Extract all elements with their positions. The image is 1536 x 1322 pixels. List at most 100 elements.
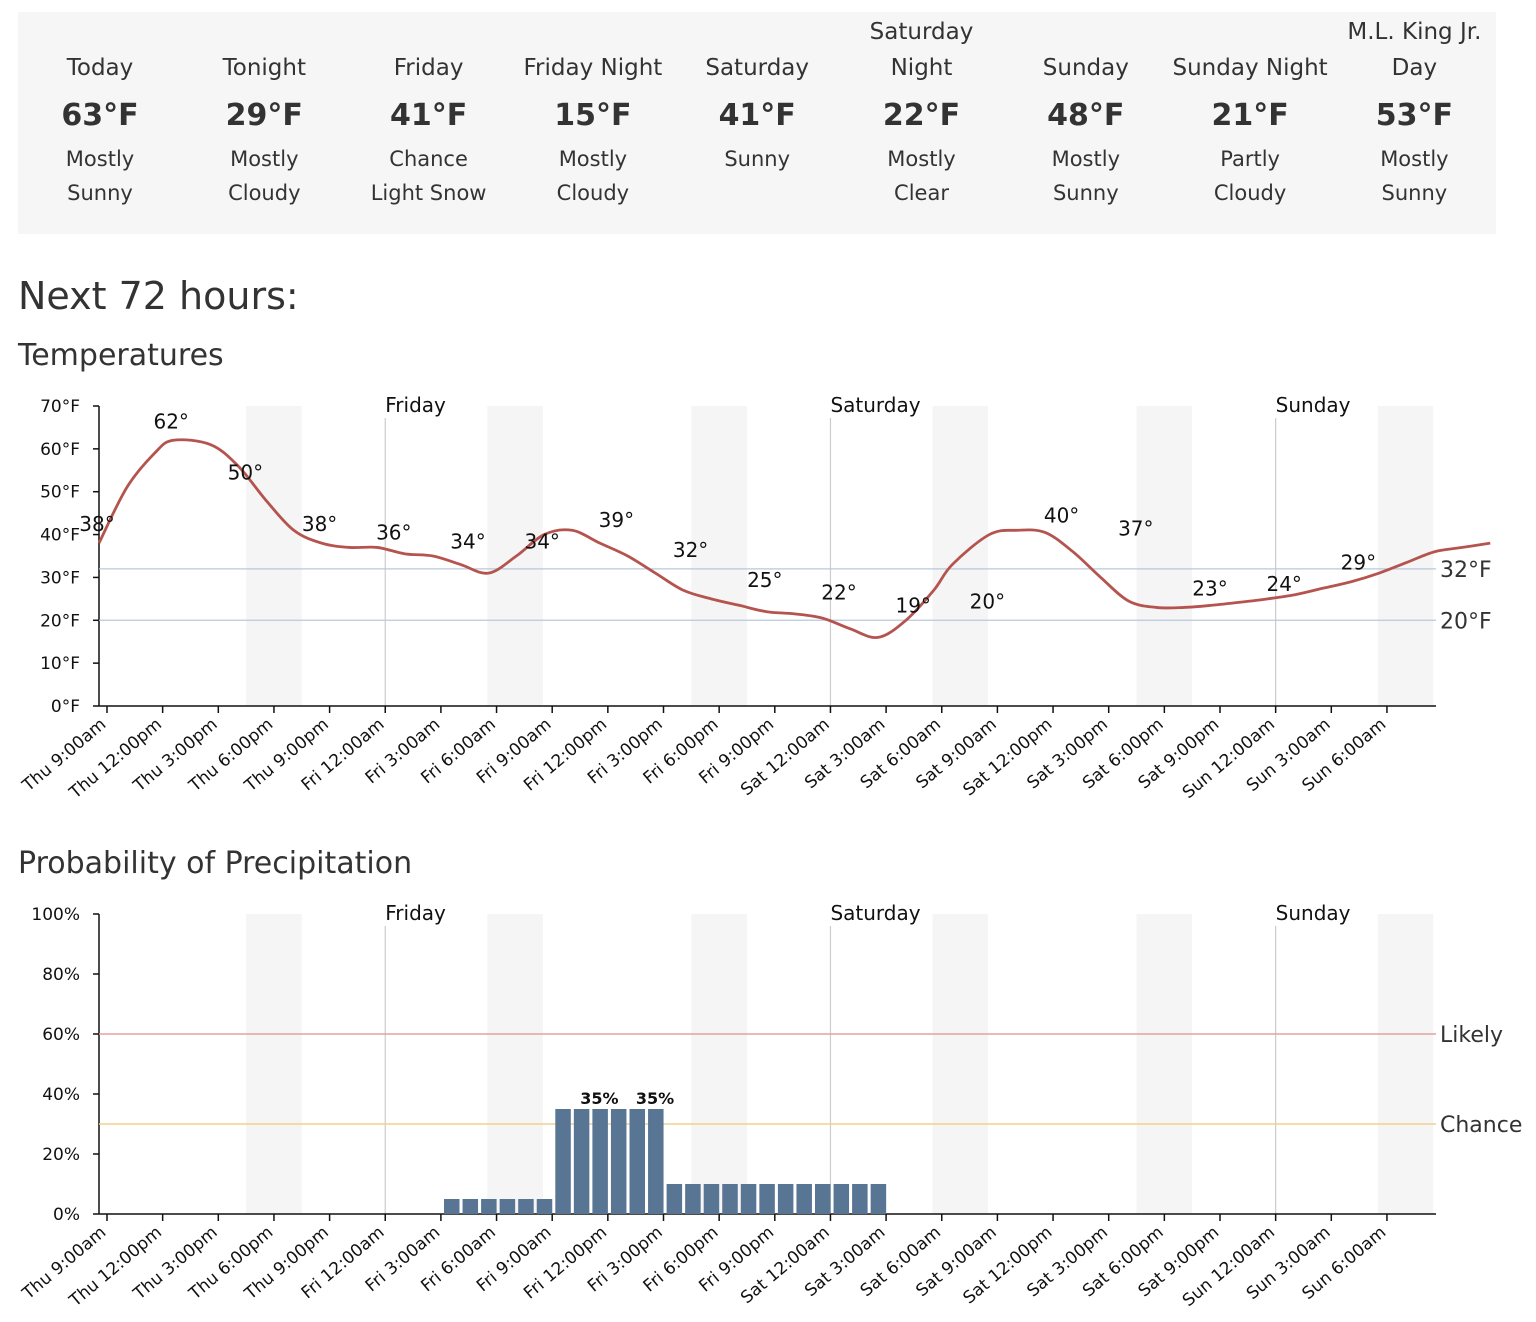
y-tick-label: 60% xyxy=(42,1025,80,1045)
temperature-data-label: 38° xyxy=(302,512,337,536)
temperature-data-label: 62° xyxy=(153,409,188,433)
period-description-line: Sunny xyxy=(67,181,133,205)
temperature-line xyxy=(97,438,1491,640)
day-label: Saturday xyxy=(830,901,920,925)
period-description-line: Mostly xyxy=(887,147,956,171)
y-tick-label: 0% xyxy=(53,1205,80,1225)
period-description-line: Mostly xyxy=(1380,147,1449,171)
temperature-data-label: 20° xyxy=(970,589,1005,613)
period-name: Sunday Night xyxy=(1172,55,1328,81)
day-label: Friday xyxy=(385,901,446,925)
period-description-line: Light Snow xyxy=(370,181,487,205)
night-band xyxy=(691,914,747,1214)
temperature-data-label: 34° xyxy=(524,529,559,553)
precipitation-bar xyxy=(555,1109,571,1214)
period-description: Mostly Cloudy xyxy=(511,142,675,210)
period-temperature: 53°F xyxy=(1375,98,1454,133)
period-temperature: 41°F xyxy=(389,98,468,133)
precipitation-data-label: 35% xyxy=(580,1089,618,1108)
y-tick-label: 40°F xyxy=(40,526,80,546)
night-band xyxy=(691,406,747,706)
precipitation-bar xyxy=(444,1199,460,1214)
period-description: Partly Cloudy xyxy=(1168,142,1332,210)
precipitation-bar xyxy=(648,1109,664,1214)
y-tick-label: 30°F xyxy=(40,568,80,588)
precipitation-bar xyxy=(481,1199,497,1214)
period-temperature: 21°F xyxy=(1211,98,1289,133)
reference-line-label: 20°F xyxy=(1440,609,1492,634)
night-band xyxy=(487,914,543,1214)
period-temperature: 48°F xyxy=(1047,98,1125,133)
temperature-data-label: 39° xyxy=(599,508,634,532)
day-label: Sunday xyxy=(1276,901,1351,925)
period-name: Friday xyxy=(393,55,464,81)
period-description: Mostly Cloudy xyxy=(182,142,346,210)
period-description-line: Cloudy xyxy=(556,181,630,205)
precipitation-bar xyxy=(777,1184,794,1214)
y-tick-label: 80% xyxy=(42,965,80,985)
temperature-chart-title: Temperatures xyxy=(18,338,224,373)
period-name: Saturday xyxy=(705,55,810,81)
precipitation-bar xyxy=(536,1199,553,1214)
period-name: Saturday Night xyxy=(869,19,974,81)
precipitation-bar xyxy=(573,1109,590,1214)
temperature-data-label: 40° xyxy=(1044,504,1079,528)
precipitation-bar xyxy=(703,1184,720,1214)
period-description-line: Sunny xyxy=(1052,181,1119,205)
night-band xyxy=(1377,914,1434,1214)
precipitation-bar xyxy=(759,1184,775,1214)
precipitation-bar xyxy=(815,1184,831,1214)
period-temperature: 22°F xyxy=(882,98,961,133)
precipitation-chart-title: Probability of Precipitation xyxy=(18,846,413,881)
reference-line-label: Likely xyxy=(1440,1023,1503,1048)
reference-line-label: 32°F xyxy=(1440,558,1492,583)
period-description-line: Cloudy xyxy=(1213,181,1287,205)
y-tick-label: 40% xyxy=(42,1085,80,1105)
period-description: Chance Light Snow xyxy=(347,142,511,210)
period-temperature: 41°F xyxy=(718,98,796,133)
temperature-data-label: 25° xyxy=(747,568,782,592)
temperature-data-label: 22° xyxy=(821,581,856,605)
y-tick-label: 50°F xyxy=(40,483,80,503)
period-description-line: Chance xyxy=(389,147,468,171)
period-name: M.L. King Jr. Day xyxy=(1347,19,1482,81)
period-name: Today xyxy=(66,55,134,81)
page-heading: Next 72 hours: xyxy=(18,274,299,318)
night-band xyxy=(246,914,302,1214)
period-description-line: Mostly xyxy=(558,147,628,171)
y-tick-label: 20% xyxy=(42,1145,80,1165)
precipitation-bar xyxy=(796,1184,812,1214)
period-name: Friday Night xyxy=(523,55,663,81)
forecast-strip: Today 63°F Mostly Sunny Tonight 29°F Mostly Clo… xyxy=(18,12,1496,234)
y-tick-label: 70°F xyxy=(40,397,80,417)
period-description: Sunny xyxy=(675,142,839,176)
period-description-line: Cloudy xyxy=(228,181,301,205)
period-temperature: 15°F xyxy=(554,98,632,133)
reference-line-label: Chance xyxy=(1440,1113,1522,1138)
temperature-data-label: 36° xyxy=(376,521,411,545)
period-temperature: 63°F xyxy=(61,98,139,133)
period-description: Mostly Sunny xyxy=(1332,142,1496,210)
period-description-line: Clear xyxy=(894,181,949,205)
period-name: Tonight xyxy=(222,55,306,81)
temperature-data-label: 37° xyxy=(1118,516,1153,540)
precipitation-bar xyxy=(722,1184,738,1214)
precipitation-bar xyxy=(518,1199,534,1214)
precipitation-bar xyxy=(592,1109,608,1214)
precipitation-bar xyxy=(870,1184,887,1214)
night-band xyxy=(932,914,989,1214)
temperature-data-label: 29° xyxy=(1341,551,1376,575)
precipitation-bar xyxy=(852,1184,868,1214)
precipitation-bar xyxy=(833,1184,850,1214)
period-description-line: Sunny xyxy=(724,147,791,171)
y-tick-label: 10°F xyxy=(40,654,80,674)
precipitation-bar xyxy=(610,1109,627,1214)
precipitation-bar xyxy=(666,1184,683,1214)
period-name: Sunday xyxy=(1042,55,1129,81)
period-description-line: Partly xyxy=(1220,147,1280,171)
temperature-data-label: 34° xyxy=(450,529,485,553)
temperature-data-label: 50° xyxy=(228,461,263,485)
temperature-data-label: 32° xyxy=(673,538,708,562)
day-label: Saturday xyxy=(830,393,920,417)
